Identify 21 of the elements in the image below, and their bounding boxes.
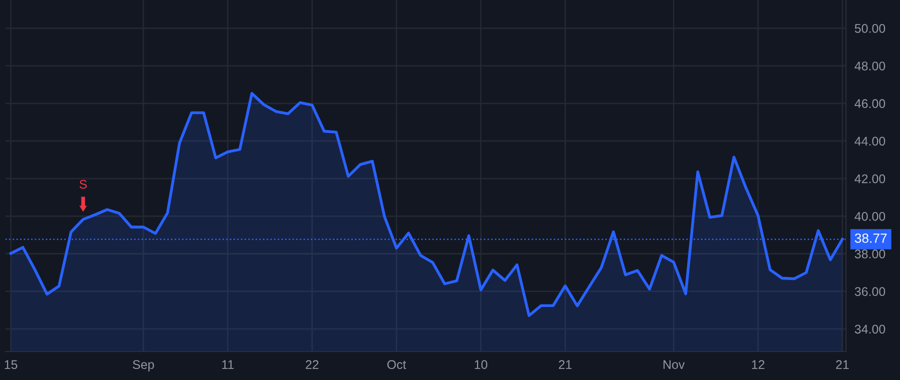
y-tick-label: 38.00 xyxy=(854,250,886,258)
x-tick-label: 22 xyxy=(306,360,318,369)
y-tick-label: 42.00 xyxy=(854,174,886,184)
y-tick-label: 34.00 xyxy=(854,324,886,334)
x-tick-label: 12 xyxy=(752,360,764,369)
x-tick-label: Oct xyxy=(387,360,406,370)
x-tick-label: 11 xyxy=(222,360,234,369)
y-tick-label: 36.00 xyxy=(854,287,886,296)
y-tick-label: 44.00 xyxy=(854,136,886,146)
y-tick-label: 40.00 xyxy=(854,212,886,221)
y-tick-label: 50.00 xyxy=(854,24,886,33)
x-tick-label: 21 xyxy=(836,360,849,369)
x-tick-label: Nov xyxy=(664,360,685,370)
x-tick-label: 10 xyxy=(474,360,488,370)
ref-line-label: 38.77 xyxy=(854,233,887,243)
annotation: S xyxy=(80,180,87,189)
y-tick-label: 46.00 xyxy=(854,99,886,108)
x-tick-label: Sep xyxy=(132,360,154,372)
y-tick-label: 48.00 xyxy=(854,62,886,70)
x-tick-label: 21 xyxy=(558,360,572,369)
x-tick-label: 15 xyxy=(4,360,18,370)
